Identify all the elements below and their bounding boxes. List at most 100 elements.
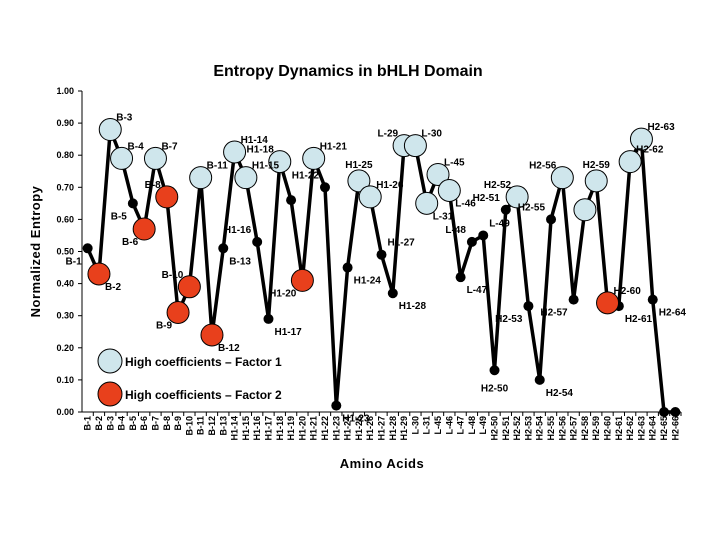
x-tick-label: B-5 <box>128 416 138 431</box>
x-tick-label: H1-29 <box>399 416 409 441</box>
x-tick-label: H1-16 <box>252 416 262 441</box>
y-tick-label: 1.00 <box>56 86 74 96</box>
point-label: B-4 <box>128 141 145 152</box>
x-tick-label: B-4 <box>117 416 127 431</box>
x-tick-label: B-13 <box>218 416 228 436</box>
x-tick-label: H1-20 <box>297 416 307 441</box>
point-label: H1-24 <box>354 276 382 287</box>
data-point <box>500 204 511 215</box>
factor1-point <box>110 146 134 170</box>
x-tick-label: B-2 <box>94 416 104 431</box>
x-tick-label: L-48 <box>467 416 477 435</box>
point-label: H2-53 <box>495 314 523 325</box>
factor1-point <box>629 127 653 151</box>
factor2-point <box>177 275 201 299</box>
y-axis-label: Normalized Entropy <box>28 185 43 317</box>
data-point <box>286 195 297 206</box>
point-label: L-29 <box>378 129 399 140</box>
point-label: H1-25 <box>345 160 373 171</box>
legend-label: High coefficients – Factor 1 <box>125 355 282 369</box>
data-point <box>546 214 557 225</box>
x-tick-label: H1-27 <box>377 416 387 441</box>
x-tick-label: H1-21 <box>309 416 319 441</box>
data-point <box>455 272 466 283</box>
data-point <box>568 294 579 305</box>
point-label: L-47 <box>467 285 488 296</box>
y-tick-label: 0.20 <box>56 343 74 353</box>
factor1-point <box>223 140 247 164</box>
x-tick-label: B-1 <box>83 416 93 431</box>
factor1-point <box>415 191 439 215</box>
factor2-point <box>290 268 314 292</box>
point-label: H2-54 <box>546 388 574 399</box>
x-tick-label: L-46 <box>444 416 454 435</box>
x-tick-label: H1-25 <box>354 416 364 441</box>
x-tick-label: H1-28 <box>388 416 398 441</box>
data-point <box>82 243 93 254</box>
point-label: B-3 <box>116 113 133 124</box>
x-tick-label: H1-15 <box>241 416 251 441</box>
y-tick-label: 0.50 <box>56 247 74 257</box>
x-tick-label: H1-18 <box>275 416 285 441</box>
x-tick-label: B-12 <box>207 416 217 436</box>
factor1-point <box>403 134 427 158</box>
point-label: B-6 <box>122 237 139 248</box>
factor1-point <box>437 179 461 203</box>
factor2-point <box>166 300 190 324</box>
point-label: L-31 <box>433 211 454 222</box>
x-tick-label: L-31 <box>422 416 432 435</box>
point-label: H1-23 <box>342 414 370 425</box>
x-tick-label: B-7 <box>150 416 160 431</box>
factor1-point <box>584 169 608 193</box>
x-tick-label: H1-24 <box>343 416 353 441</box>
point-label: B-8 <box>145 180 162 191</box>
point-label: L-46 <box>455 199 476 210</box>
point-label: H2-51 <box>473 193 501 204</box>
x-tick-label: H1-17 <box>263 416 273 441</box>
legend-marker <box>97 348 123 374</box>
factor2-point <box>87 262 111 286</box>
point-label: H2-59 <box>583 160 611 171</box>
factor1-point <box>98 118 122 142</box>
y-tick-label: 0.40 <box>56 279 74 289</box>
x-tick-label: L-49 <box>478 416 488 435</box>
factor2-point <box>132 217 156 241</box>
point-label: H2-52 <box>484 180 512 191</box>
x-tick-label: H2-53 <box>523 416 533 441</box>
x-tick-label: H2-59 <box>591 416 601 441</box>
y-tick-label: 0.80 <box>56 150 74 160</box>
x-tick-label: B-6 <box>139 416 149 431</box>
x-tick-label: H2-52 <box>512 416 522 441</box>
point-label: B-10 <box>162 270 184 281</box>
point-label: H1-14 <box>241 135 269 146</box>
point-label: B-7 <box>161 141 178 152</box>
point-label: H1-28 <box>399 301 427 312</box>
data-point <box>127 198 138 209</box>
factor1-point <box>550 166 574 190</box>
x-tick-label: H2-66 <box>670 416 680 441</box>
point-label: H2-63 <box>647 122 675 133</box>
x-tick-label: H2-56 <box>557 416 567 441</box>
point-label: B-9 <box>156 320 173 331</box>
point-label: L-45 <box>444 157 465 168</box>
x-tick-label: B-8 <box>162 416 172 431</box>
legend-marker <box>97 381 123 407</box>
y-tick-label: 0.90 <box>56 118 74 128</box>
x-tick-label: H2-54 <box>535 416 545 441</box>
factor1-point <box>573 198 597 222</box>
x-tick-label: H2-50 <box>490 416 500 441</box>
point-label: H2-50 <box>481 383 509 394</box>
x-tick-label: H2-64 <box>648 416 658 441</box>
x-tick-label: H2-60 <box>603 416 613 441</box>
y-tick-label: 0.70 <box>56 182 74 192</box>
point-label: L-48 <box>445 225 466 236</box>
x-tick-label: B-11 <box>196 416 206 435</box>
factor1-point <box>189 166 213 190</box>
x-tick-label: H1-23 <box>331 416 341 441</box>
point-label: H1-15 <box>252 161 280 172</box>
factor1-point <box>505 185 529 209</box>
y-tick-label: 0.30 <box>56 311 74 321</box>
factor1-point <box>426 162 450 186</box>
x-tick-label: H2-51 <box>501 416 511 441</box>
point-label: H2-60 <box>614 286 642 297</box>
